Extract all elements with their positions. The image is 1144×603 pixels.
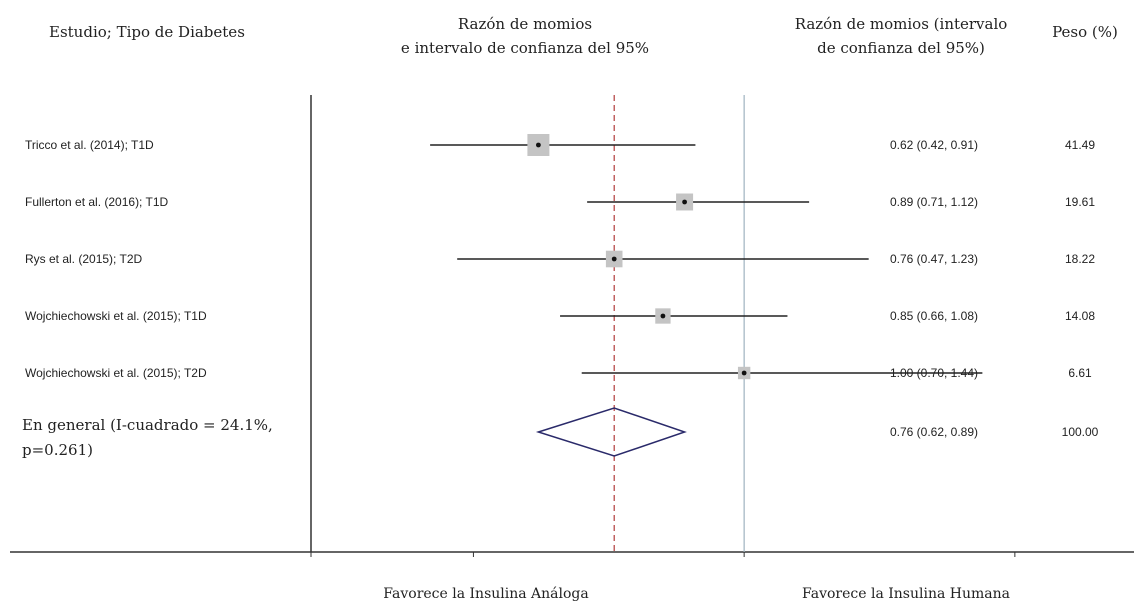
study-label: Rys et al. (2015); T2D (25, 252, 142, 266)
header-study: Estudio; Tipo de Diabetes (49, 23, 245, 41)
ci-text: 0.85 (0.66, 1.08) (890, 309, 978, 323)
point-estimate (660, 313, 666, 319)
study-row: Wojchiechowski et al. (2015); T2D 1.00 (0… (25, 366, 1092, 380)
ci-text: 1.00 (0.70, 1.44) (890, 366, 978, 380)
header-or-line1: Razón de momios (458, 15, 592, 33)
study-row: Rys et al. (2015); T2D 0.76 (0.47, 1.23) 1… (25, 250, 1095, 268)
favours-right-label: Favorece la Insulina Humana (802, 586, 1010, 602)
study-row: Wojchiechowski et al. (2015); T1D 0.85 (0… (25, 308, 1095, 324)
overall-label-line1: En general (I-cuadrado = 24.1%, (22, 416, 273, 434)
weight-text: 41.49 (1065, 138, 1095, 152)
weight-text: 14.08 (1065, 309, 1095, 323)
point-estimate (682, 199, 687, 205)
study-row: Fullerton et al. (2016); T1D 0.89 (0.71, … (25, 193, 1095, 211)
study-rows: Tricco et al. (2014); T1D 0.62 (0.42, 0.9… (25, 134, 1095, 380)
point-estimate (611, 256, 617, 262)
point-estimate (741, 370, 747, 376)
study-label: Fullerton et al. (2016); T1D (25, 195, 169, 209)
header-ci-line1: Razón de momios (intervalo (795, 15, 1008, 33)
favours-left-label: Favorece la Insulina Análoga (383, 586, 588, 602)
ci-text: 0.62 (0.42, 0.91) (890, 138, 978, 152)
overall-diamond (535, 407, 687, 457)
x-axis-ticks (310, 552, 1016, 557)
weight-text: 18.22 (1065, 252, 1095, 266)
overall-label-line2: p=0.261) (22, 441, 93, 459)
study-label: Wojchiechowski et al. (2015); T1D (25, 309, 207, 323)
header-ci-line2: de confianza del 95%) (817, 39, 985, 57)
weight-text: 19.61 (1065, 195, 1095, 209)
ci-text: 0.89 (0.71, 1.12) (890, 195, 978, 209)
header-or-line2: e intervalo de confianza del 95% (401, 39, 649, 57)
study-row: Tricco et al. (2014); T1D 0.62 (0.42, 0.9… (25, 134, 1095, 156)
study-label: Tricco et al. (2014); T1D (25, 138, 154, 152)
point-estimate (536, 142, 541, 148)
overall-ci-text: 0.76 (0.62, 0.89) (890, 425, 978, 439)
ci-text: 0.76 (0.47, 1.23) (890, 252, 978, 266)
weight-text: 6.61 (1068, 366, 1092, 380)
overall-weight-text: 100.00 (1062, 425, 1099, 439)
study-label: Wojchiechowski et al. (2015); T2D (25, 366, 207, 380)
header-weight: Peso (%) (1052, 23, 1118, 41)
